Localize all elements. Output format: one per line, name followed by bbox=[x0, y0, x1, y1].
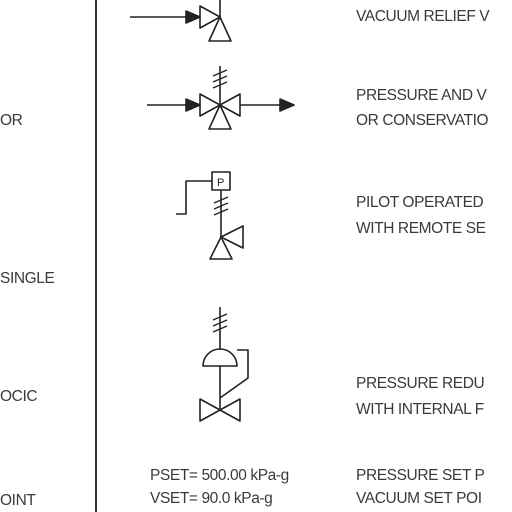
svg-text:P: P bbox=[217, 177, 224, 189]
symbol-4-desc-line-2: WITH INTERNAL F bbox=[356, 401, 484, 418]
pilot-operated-valve-icon: P bbox=[176, 171, 244, 260]
symbol-3-desc-line-2: WITH REMOTE SE bbox=[356, 220, 486, 237]
pressure-reducing-valve-icon bbox=[199, 307, 249, 422]
vset-value: VSET= 90.0 kPa-g bbox=[150, 490, 273, 507]
symbol-1-desc-line-1: VACUUM RELIEF V bbox=[356, 8, 490, 25]
pset-desc: PRESSURE SET P bbox=[356, 467, 485, 484]
left-label-4: OINT bbox=[0, 492, 36, 509]
vset-desc: VACUUM SET POI bbox=[356, 490, 482, 507]
symbol-3-desc-line-1: PILOT OPERATED bbox=[356, 194, 484, 211]
pressure-vacuum-valve-icon bbox=[147, 66, 295, 130]
vacuum-relief-valve-icon bbox=[130, 0, 232, 42]
left-label-3: OCIC bbox=[0, 388, 38, 405]
symbol-2-desc-line-1: PRESSURE AND V bbox=[356, 87, 487, 104]
column-divider bbox=[95, 0, 97, 512]
left-label-1: OR bbox=[0, 112, 23, 129]
symbol-4-desc-line-1: PRESSURE REDU bbox=[356, 375, 485, 392]
left-label-2: SINGLE bbox=[0, 270, 55, 287]
pset-value: PSET= 500.00 kPa-g bbox=[150, 467, 289, 484]
symbol-2-desc-line-2: OR CONSERVATIO bbox=[356, 112, 489, 129]
